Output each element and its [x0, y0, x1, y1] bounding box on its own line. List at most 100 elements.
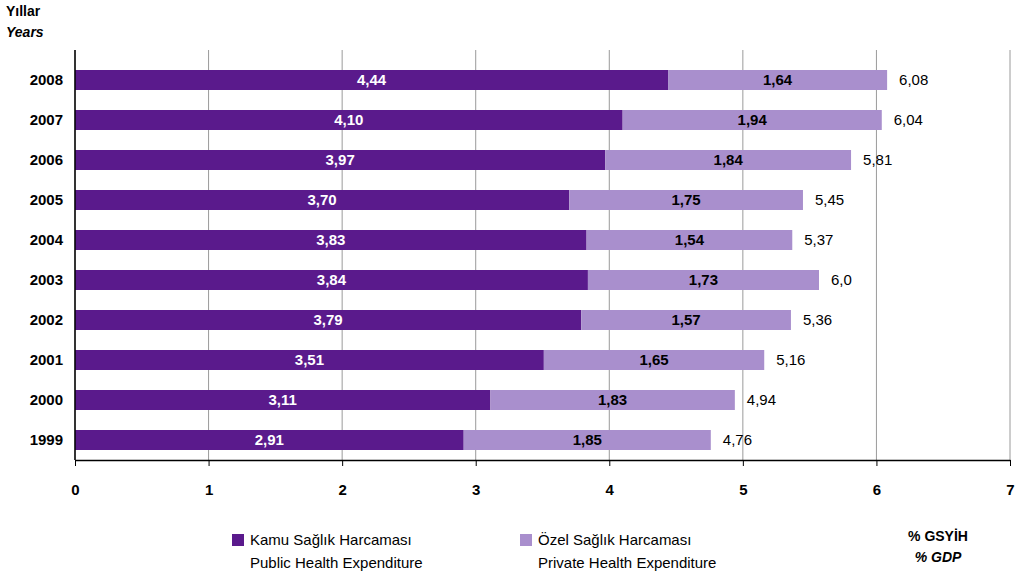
tick-label: 2005	[30, 191, 63, 208]
tick-mark	[476, 460, 477, 466]
tick-label: 4	[606, 481, 615, 498]
tick-label: 2002	[30, 311, 63, 328]
bar	[75, 270, 588, 290]
axis-line	[74, 50, 76, 460]
tick-label: 3	[472, 481, 480, 498]
tick-label: 2001	[30, 351, 63, 368]
axis-line	[76, 460, 1011, 462]
bar	[75, 230, 587, 250]
bar	[75, 110, 623, 130]
data-label: 1,65	[639, 351, 668, 368]
tick-mark	[876, 460, 877, 466]
total-label: 4,94	[747, 391, 776, 408]
tick: 3	[472, 460, 480, 498]
tick-mark	[209, 460, 210, 466]
tick-label: 0	[71, 481, 79, 498]
tick-mark	[1010, 460, 1011, 466]
data-label: 1,85	[573, 431, 602, 448]
data-label: 1,64	[763, 71, 793, 88]
total-label: 4,76	[723, 431, 752, 448]
bar	[588, 270, 819, 290]
tick: 7	[1006, 460, 1014, 498]
data-label: 3,51	[295, 351, 324, 368]
tick: 2006	[30, 151, 75, 168]
tick: 2001	[30, 351, 75, 368]
tick: 2000	[30, 391, 75, 408]
data-label: 1,75	[671, 191, 700, 208]
chart: 4,444,103,973,703,833,843,793,513,112,91…	[0, 0, 1024, 583]
y-axis: 2008 2007 2006 2005 2004 2003 2002 2001 2000 1999	[30, 50, 75, 460]
data-label: 1,73	[689, 271, 718, 288]
tick-label: 5	[739, 481, 747, 498]
x-axis-title: % GSYİH% GDP	[908, 528, 968, 565]
total-label: 5,45	[815, 191, 844, 208]
tick-mark	[75, 460, 76, 466]
data-label: 3,79	[314, 311, 343, 328]
total-label: 5,36	[803, 311, 832, 328]
grid-line	[1010, 50, 1011, 460]
legend-item: Özel Sağlık HarcamasıPrivate Health Expe…	[520, 531, 716, 571]
data-label: 3,70	[308, 191, 337, 208]
bar	[75, 150, 605, 170]
bar	[75, 190, 569, 210]
total-label: 6,0	[831, 271, 852, 288]
legend-swatch	[520, 534, 532, 546]
bar	[464, 430, 711, 450]
data-label: 4,10	[334, 111, 363, 128]
total-label: 6,08	[899, 71, 928, 88]
totals: 6,08 6,04 5,81 5,45 5,37 6,0 5,36 5,16 4,94 4,76	[723, 71, 929, 448]
x-axis: 0 1 2 3 4 5 6 7	[71, 460, 1014, 498]
y-axis-title: YıllarYears	[6, 3, 44, 40]
tick-label: 6	[873, 481, 881, 498]
tick-label: 2000	[30, 391, 63, 408]
bar	[75, 430, 464, 450]
tick-label: 2	[338, 481, 346, 498]
tick-label: 1	[205, 481, 213, 498]
grid-line	[75, 50, 76, 460]
tick: 2005	[30, 191, 75, 208]
tick: 2004	[30, 231, 75, 248]
tick: 6	[873, 460, 881, 498]
total-label: 5,81	[863, 151, 892, 168]
data-label: 1,83	[598, 391, 627, 408]
tick-label: 1999	[30, 431, 63, 448]
tick-label: 7	[1006, 481, 1014, 498]
data-label: 1,57	[671, 311, 700, 328]
legend-label: Kamu Sağlık HarcamasıPublic Health Expen…	[250, 531, 423, 571]
bar	[587, 230, 793, 250]
tick-label: 2008	[30, 71, 63, 88]
tick: 5	[739, 460, 747, 498]
data-label: 2,91	[255, 431, 284, 448]
bar	[569, 190, 803, 210]
data-label: 1,84	[714, 151, 744, 168]
bar	[605, 150, 851, 170]
tick: 1	[205, 460, 213, 498]
bar	[75, 390, 490, 410]
total-label: 5,37	[804, 231, 833, 248]
tick-label: 2007	[30, 111, 63, 128]
data-label: 3,11	[269, 391, 297, 408]
tick-label: 2003	[30, 271, 63, 288]
data-labels: 4,444,103,973,703,833,843,793,513,112,91…	[255, 71, 793, 448]
bar	[623, 110, 882, 130]
total-label: 6,04	[894, 111, 923, 128]
data-label: 4,44	[357, 71, 387, 88]
tick-label: 2006	[30, 151, 63, 168]
tick: 2007	[30, 111, 75, 128]
data-label: 1,94	[738, 111, 768, 128]
total-label: 5,16	[776, 351, 805, 368]
tick-mark	[743, 460, 744, 466]
bar	[75, 70, 668, 90]
bar	[544, 350, 764, 370]
bars	[75, 70, 887, 450]
bar	[75, 310, 581, 330]
tick: 2003	[30, 271, 75, 288]
bar	[490, 390, 734, 410]
legend-swatch	[232, 534, 244, 546]
tick: 4	[606, 460, 615, 498]
bar	[668, 70, 887, 90]
tick: 1999	[30, 431, 75, 448]
bar	[581, 310, 791, 330]
data-label: 3,84	[317, 271, 347, 288]
tick: 2	[338, 460, 346, 498]
